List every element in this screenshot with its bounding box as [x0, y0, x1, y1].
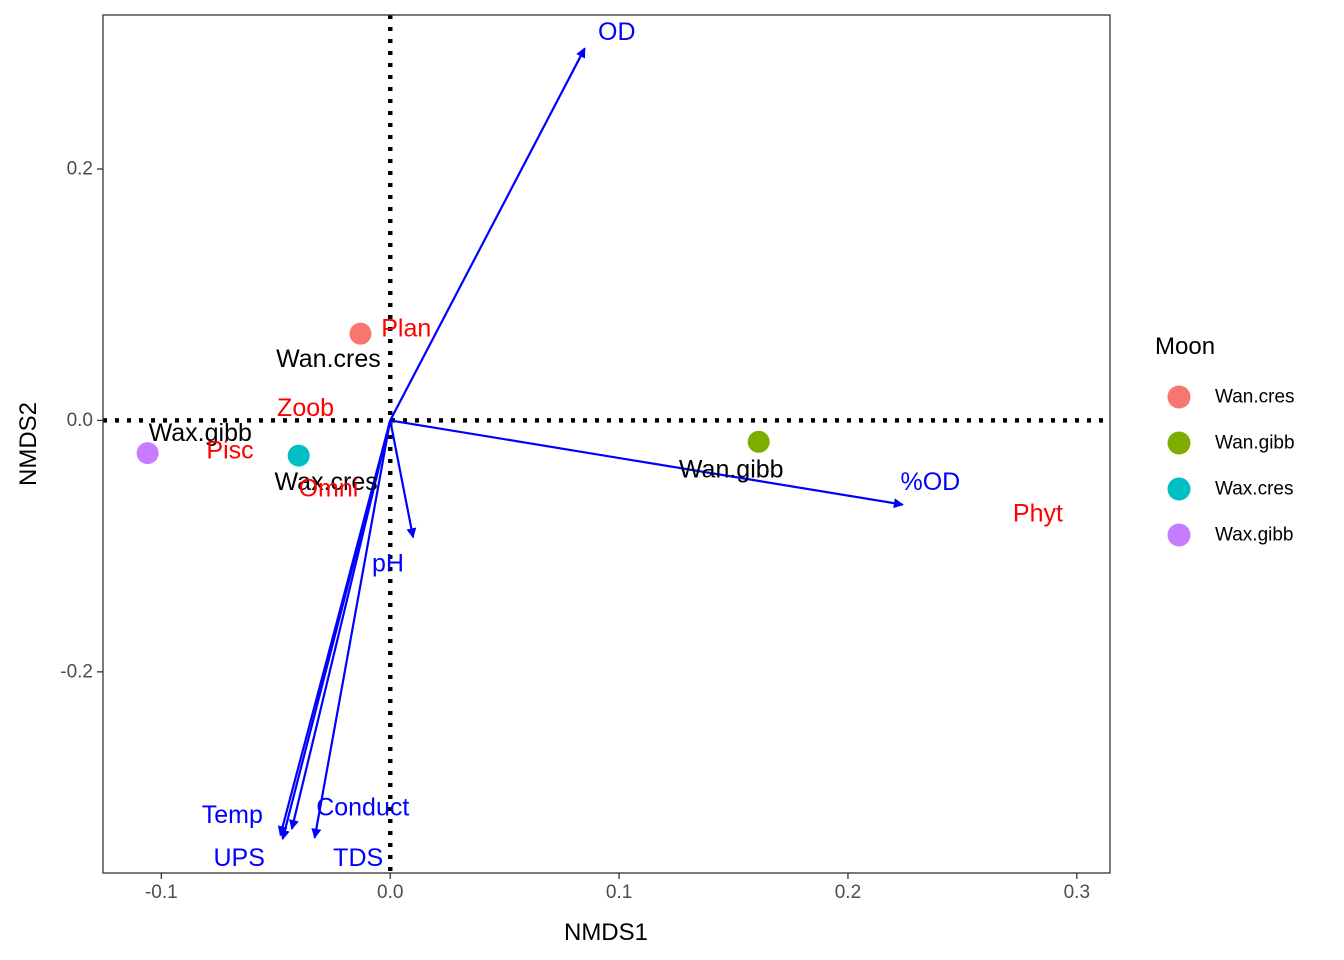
x-axis-title: NMDS1 — [564, 919, 648, 946]
point-wan-gibb — [747, 430, 770, 453]
y-tick-label: -0.2 — [60, 661, 93, 682]
vector-arrow-ph — [389, 420, 417, 539]
vector-label-temp: Temp — [202, 801, 263, 829]
point-wax-gibb — [136, 442, 159, 465]
vector-arrow-ups — [277, 420, 392, 837]
vector-label-pct-od: %OD — [900, 468, 960, 496]
legend-key-wan-gibb — [1167, 431, 1191, 455]
x-tick-label: -0.1 — [145, 882, 178, 903]
point-wax-cres — [287, 444, 310, 467]
species-label-pisc: Pisc — [206, 437, 253, 465]
legend: Moon Wan.cres Wan.gibb Wax.cres Wax.gibb — [1155, 333, 1295, 547]
vector-label-conduct: Conduct — [316, 794, 409, 822]
point-wan-cres — [349, 322, 372, 345]
legend-key-wan-cres — [1167, 385, 1191, 409]
site-label-wan-gibb: Wan.gibb — [679, 455, 784, 483]
site-label-wan-cres: Wan.cres — [276, 345, 381, 373]
legend-label-wax-cres: Wax.cres — [1215, 479, 1293, 500]
legend-label-wan-gibb: Wan.gibb — [1215, 433, 1295, 454]
vector-arrow-od — [389, 47, 586, 421]
env-vectors — [277, 47, 904, 841]
vector-label-tds: TDS — [333, 844, 383, 872]
vector-label-ups: UPS — [213, 844, 264, 872]
y-tick-label: 0.2 — [67, 159, 93, 180]
vector-label-ph: pH — [372, 550, 404, 578]
legend-key-wax-cres — [1167, 477, 1191, 501]
x-tick-label: 0.1 — [606, 882, 632, 903]
legend-label-wax-gibb: Wax.gibb — [1215, 525, 1294, 546]
site-label-wax-gibb: Wax.gibb — [149, 419, 252, 447]
species-label-phyt: Phyt — [1013, 499, 1063, 527]
legend-key-wax-gibb — [1167, 523, 1191, 547]
legend-title: Moon — [1155, 333, 1215, 360]
panel-border — [102, 14, 1111, 874]
x-tick-label: 0.3 — [1064, 882, 1090, 903]
x-tick-label: 0.2 — [835, 882, 861, 903]
species-label-zoob: Zoob — [277, 394, 334, 422]
y-tick-label: 0.0 — [67, 410, 93, 431]
site-label-wax-cres: Wax.cres — [275, 468, 378, 496]
vector-arrow-tds — [311, 420, 392, 839]
vector-arrow-pct-od — [390, 419, 904, 509]
axes: -0.1 0.0 0.1 0.2 0.3 -0.2 0.0 0.2 — [60, 159, 1090, 904]
site-points — [136, 322, 770, 467]
legend-label-wan-cres: Wan.cres — [1215, 387, 1295, 408]
y-axis-title: NMDS2 — [15, 402, 42, 486]
x-tick-label: 0.0 — [377, 882, 403, 903]
vector-label-od: OD — [598, 18, 636, 46]
vector-arrow-conduct — [289, 420, 392, 830]
text-labels: Wan.cres Wan.gibb Wax.cres Wax.gibb Plan Zoob… — [149, 18, 1063, 872]
species-label-plan: Plan — [381, 315, 431, 343]
species-label-omni: Omni — [299, 474, 359, 502]
